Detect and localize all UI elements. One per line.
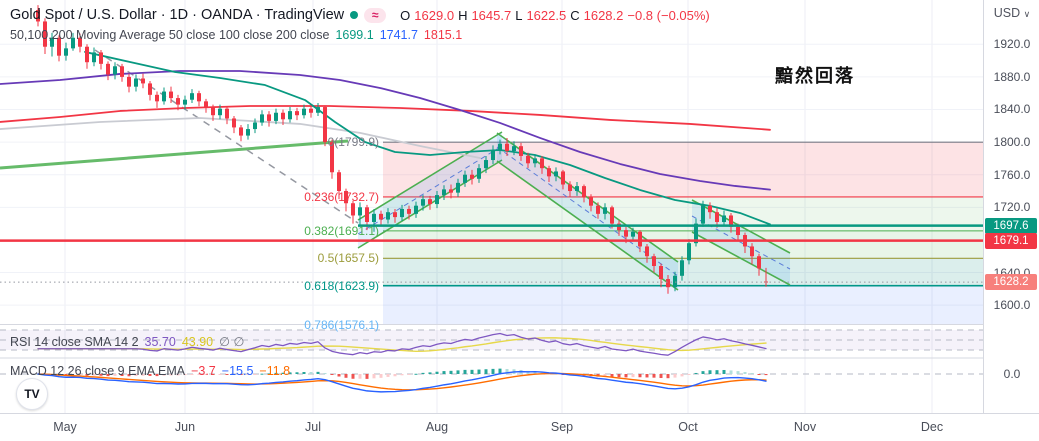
price-tick-label: 1840.0	[993, 102, 1031, 117]
price-tick-label: 1800.0	[993, 135, 1031, 150]
currency-label: USD	[993, 6, 1021, 20]
macd-zero-label: 0.0	[1003, 367, 1021, 381]
price-badge: 1679.1	[985, 232, 1037, 249]
currency-dropdown[interactable]: USD ∨	[984, 6, 1039, 20]
time-axis-month-label: Sep	[550, 420, 574, 434]
time-axis-month-label: Jun	[174, 420, 196, 434]
time-axis-month-label: Oct	[678, 420, 698, 434]
time-axis-month-label: Dec	[920, 420, 944, 434]
time-axis-month-label: Jul	[305, 420, 321, 434]
fib-level-label: 0.5(1657.5)	[317, 251, 379, 266]
price-tick-label: 1600.0	[993, 298, 1031, 313]
price-tick-label: 1920.0	[993, 37, 1031, 52]
price-badge: 1697.6	[985, 217, 1037, 234]
fib-level-label: 0(1799.9)	[327, 135, 379, 150]
fib-level-label: 0.618(1623.9)	[304, 278, 379, 293]
price-tick-label: 1880.0	[993, 69, 1031, 84]
price-tick-label: 1720.0	[993, 200, 1031, 215]
time-axis-month-label: May	[53, 420, 77, 434]
fib-level-label: 0.382(1691.1)	[304, 223, 379, 238]
tradingview-logo[interactable]: TV	[16, 378, 48, 410]
price-tick-label: 1760.0	[993, 167, 1031, 182]
text-annotation: 黯然回落	[775, 66, 855, 86]
time-axis-month-label: Aug	[425, 420, 449, 434]
price-scale[interactable]: USD ∨ 1920.0 1880.0 1840.0 1800.0 1760.0 1720…	[983, 0, 1039, 441]
fib-level-label: 0.786(1576.1)	[304, 317, 379, 332]
time-scale[interactable]: May Jun Jul Aug Sep Oct Nov Dec	[0, 413, 1039, 441]
time-axis-month-label: Nov	[793, 420, 817, 434]
fib-level-label: 0.236(1732.7)	[304, 189, 379, 204]
price-badge: 1628.2	[985, 274, 1037, 291]
chevron-down-icon: ∨	[1023, 9, 1031, 19]
